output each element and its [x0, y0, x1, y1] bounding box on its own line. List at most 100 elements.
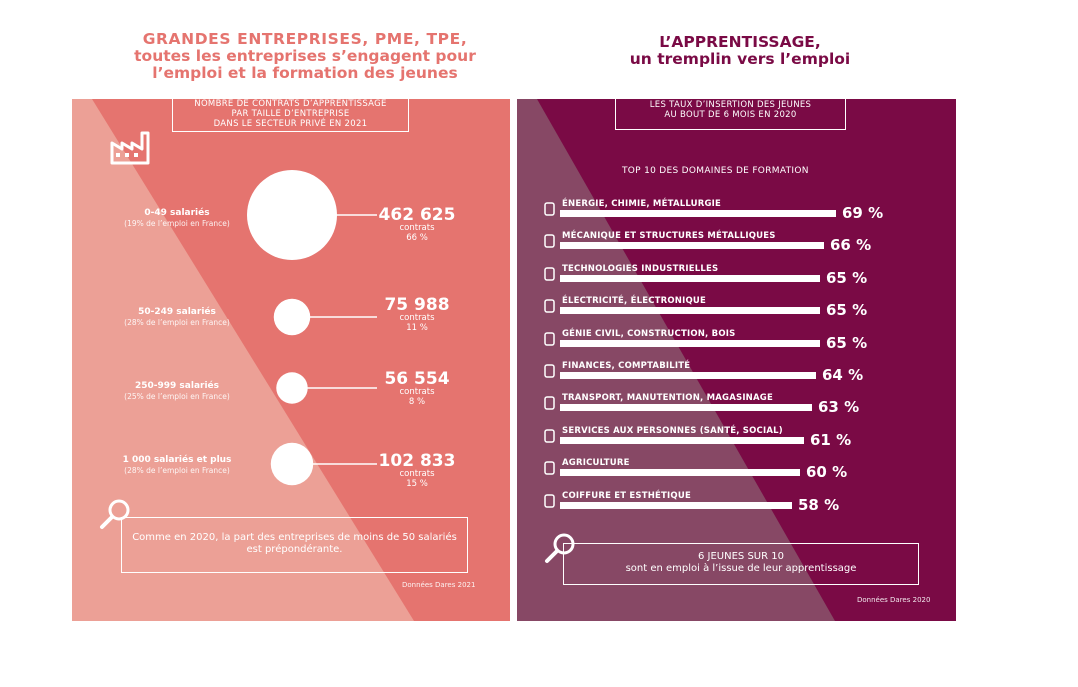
left-title-line: GRANDES ENTREPRISES, PME, TPE, — [142, 30, 468, 48]
bar — [560, 436, 804, 444]
right-title-line: un tremplin vers l’emploi — [629, 50, 851, 68]
row-label: 50-249 salariés (28% de l’emploi en Fran… — [82, 306, 272, 328]
left-note-line: est prépondérante. — [246, 544, 343, 555]
row-label: 0-49 salariés (19% de l’emploi en France… — [82, 207, 272, 229]
right-header-box: LES TAUX D’INSERTION DES JEUNES AU BOUT … — [615, 99, 846, 130]
contract-count: 102 833 — [378, 451, 456, 471]
category-label: 1 000 salariés et plus — [122, 455, 232, 465]
domain-label: GÉNIE CIVIL, CONSTRUCTION, BOIS — [562, 328, 736, 339]
right-note-line: sont en emploi à l’issue de leur apprent… — [625, 563, 857, 574]
left-header-line: NOMBRE DE CONTRATS D’APPRENTISSAGE — [194, 99, 387, 109]
magnifier-icon — [100, 499, 130, 529]
right-title: L’APPRENTISSAGE, un tremplin vers l’empl… — [600, 34, 880, 68]
box-icon — [544, 396, 555, 411]
top10-subheader: TOP 10 DES DOMAINES DE FORMATION — [622, 166, 809, 176]
bar-value-label: 63 % — [818, 398, 860, 417]
left-panel: NOMBRE DE CONTRATS D’APPRENTISSAGE PAR T… — [72, 99, 510, 621]
left-header-box: NOMBRE DE CONTRATS D’APPRENTISSAGE PAR T… — [172, 99, 409, 132]
row-label: 1 000 salariés et plus (28% de l’emploi … — [82, 454, 272, 476]
contract-unit: contrats — [399, 223, 435, 233]
hard-hat-icon — [544, 331, 555, 346]
right-source: Données Dares 2020 — [857, 596, 931, 604]
factory-icon — [110, 131, 150, 165]
left-title: GRANDES ENTREPRISES, PME, TPE, toutes le… — [120, 31, 490, 82]
right-panel: LES TAUX D’INSERTION DES JEUNES AU BOUT … — [517, 99, 956, 621]
row-label: 250-999 salariés (25% de l’emploi en Fra… — [82, 380, 272, 402]
bar — [560, 404, 812, 412]
domain-label: TECHNOLOGIES INDUSTRIELLES — [562, 263, 719, 274]
money-icon — [544, 364, 555, 378]
right-panel-background — [517, 99, 956, 621]
bar-value-label: 66 % — [830, 236, 872, 255]
right-header-line: AU BOUT DE 6 MOIS EN 2020 — [664, 110, 797, 120]
domain-label: MÉCANIQUE ET STRUCTURES MÉTALLIQUES — [562, 231, 776, 242]
right-note-box: 6 JEUNES SUR 10 sont en emploi à l’issue… — [563, 543, 919, 585]
left-header-line: PAR TAILLE D’ENTREPRISE — [231, 109, 350, 119]
contract-share: 15 % — [406, 478, 428, 489]
bar-value-label: 61 % — [810, 430, 852, 449]
bar — [560, 501, 792, 509]
bar-value-label: 64 % — [822, 366, 864, 384]
row-value: 75 988 contrats 11 % — [362, 297, 472, 333]
domain-label: COIFFURE ET ESTHÉTIQUE — [562, 490, 691, 501]
category-label: 0-49 salariés — [144, 208, 210, 218]
employment-share-label: (28% de l’emploi en France) — [124, 318, 230, 327]
bar-value-label: 65 % — [826, 301, 868, 320]
category-label: 50-249 salariés — [138, 307, 216, 317]
right-title-line: L’APPRENTISSAGE, — [659, 33, 821, 51]
row-value: 462 625 contrats 66 % — [362, 207, 472, 243]
contract-unit: contrats — [399, 313, 435, 323]
bar-value-label: 69 % — [842, 204, 884, 222]
wrench-icon — [544, 234, 555, 249]
category-label: 250-999 salariés — [134, 381, 219, 391]
left-title-line: toutes les entreprises s’engagent pour — [134, 47, 476, 65]
bar — [560, 274, 820, 282]
bar-value-label: 60 % — [806, 463, 848, 482]
domain-label: SERVICES AUX PERSONNES (SANTÉ, SOCIAL) — [562, 425, 783, 436]
contract-count: 56 554 — [384, 369, 450, 389]
contract-share: 66 % — [406, 232, 428, 243]
left-title-line: l’emploi et la formation des jeunes — [152, 64, 458, 82]
bar-value-label: 58 % — [798, 495, 840, 514]
left-note-line: Comme en 2020, la part des entreprises d… — [132, 532, 457, 543]
contract-share: 11 % — [406, 322, 428, 333]
wheat-icon — [544, 461, 555, 475]
domain-label: TRANSPORT, MANUTENTION, MAGASINAGE — [562, 393, 773, 404]
bar — [560, 242, 824, 250]
hands-icon — [544, 429, 555, 443]
bar-value-label: 65 % — [826, 268, 868, 287]
bubble — [247, 170, 337, 260]
row-value: 56 554 contrats 8 % — [362, 371, 472, 407]
left-source: Données Dares 2021 — [402, 581, 476, 589]
magnifier-icon — [545, 533, 575, 563]
left-header-line: DANS LE SECTEUR PRIVÉ EN 2021 — [213, 119, 368, 129]
domain-label: AGRICULTURE — [562, 458, 630, 469]
right-header-line: LES TAUX D’INSERTION DES JEUNES — [649, 100, 812, 110]
right-note-line: 6 JEUNES SUR 10 — [698, 551, 784, 562]
contract-count: 75 988 — [384, 295, 450, 315]
domain-label: FINANCES, COMPTABILITÉ — [562, 361, 691, 371]
bar — [560, 339, 820, 347]
bar — [560, 210, 836, 217]
domain-label: ÉLECTRICITÉ, ÉLECTRONIQUE — [562, 296, 707, 307]
bubble — [276, 372, 308, 404]
bubble — [273, 298, 311, 336]
left-note-box: Comme en 2020, la part des entreprises d… — [121, 517, 468, 573]
plug-icon — [544, 299, 555, 313]
row-value: 102 833 contrats 15 % — [362, 453, 472, 489]
employment-share-label: (19% de l’emploi en France) — [124, 219, 230, 228]
domain-label: ÉNERGIE, CHIMIE, MÉTALLURGIE — [562, 199, 722, 209]
employment-share-label: (25% de l’emploi en France) — [124, 392, 230, 401]
factory-icon — [544, 267, 555, 281]
employment-share-label: (28% de l’emploi en France) — [124, 466, 230, 475]
bubble — [270, 442, 314, 486]
contract-unit: contrats — [399, 387, 435, 397]
bar — [560, 372, 816, 379]
bar — [560, 307, 820, 315]
battery-icon — [544, 202, 555, 216]
contract-unit: contrats — [399, 469, 435, 479]
contract-count: 462 625 — [378, 205, 456, 225]
contract-share: 8 % — [408, 396, 426, 407]
hairdryer-icon — [544, 493, 555, 508]
bar — [560, 469, 800, 477]
